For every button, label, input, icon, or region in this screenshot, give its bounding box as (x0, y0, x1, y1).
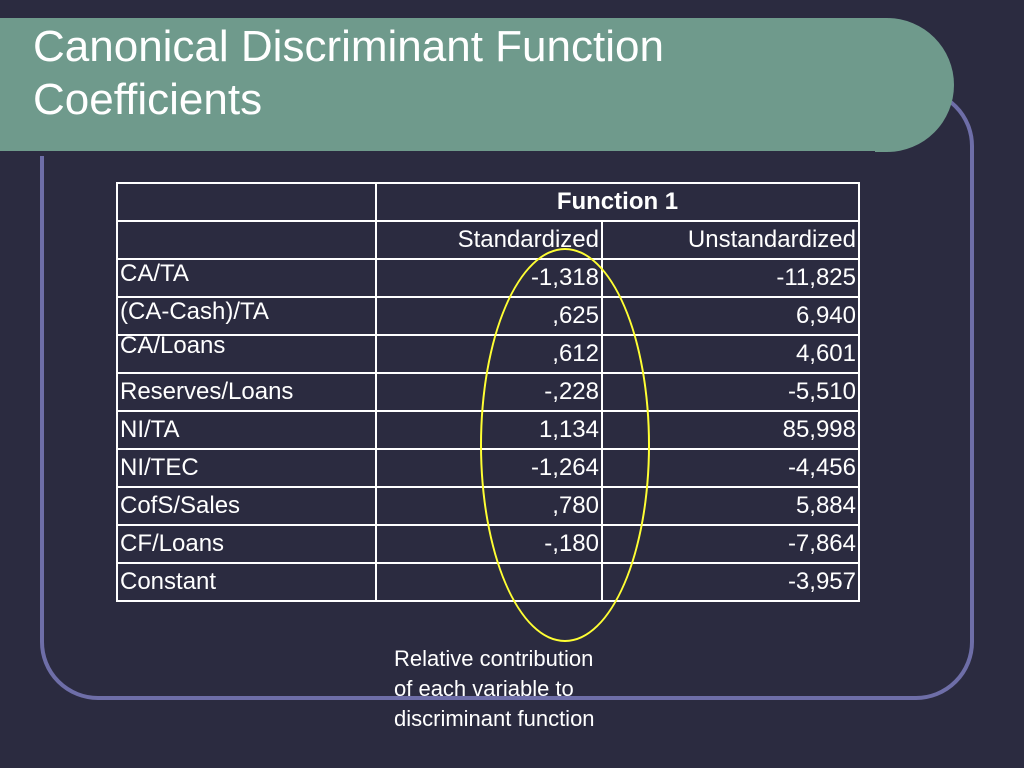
row-label: CF/Loans (116, 524, 377, 564)
standardized-value: ,612 (375, 334, 603, 374)
table-row: Reserves/Loans -,228 -5,510 (116, 372, 860, 412)
standardized-value: -1,264 (375, 448, 603, 488)
standardized-value: ,625 (375, 296, 603, 336)
table-header-row-type: Standardized Unstandardized (116, 220, 860, 260)
annotation-line2: of each variable to (394, 676, 574, 701)
unstandardized-value: 85,998 (601, 410, 860, 450)
table-row: NI/TA 1,134 85,998 (116, 410, 860, 450)
row-label: NI/TEC (116, 448, 377, 488)
header-standardized: Standardized (375, 220, 603, 260)
table-row: CA/TA -1,318 -11,825 (116, 258, 860, 298)
coefficients-table-wrap: Function 1 Standardized Unstandardized C… (116, 182, 860, 602)
unstandardized-value: -3,957 (601, 562, 860, 602)
row-label: (CA-Cash)/TA (116, 296, 377, 336)
slide-title: Canonical Discriminant Function Coeffici… (33, 20, 893, 126)
slide-title-line2: Coefficients (33, 75, 263, 124)
table-row: Constant -3,957 (116, 562, 860, 602)
table-row: CofS/Sales ,780 5,884 (116, 486, 860, 526)
standardized-value (375, 562, 603, 602)
title-underline (0, 151, 875, 156)
unstandardized-value: -7,864 (601, 524, 860, 564)
standardized-value: -1,318 (375, 258, 603, 298)
annotation-line1: Relative contribution (394, 646, 594, 671)
title-banner (0, 18, 954, 156)
unstandardized-value: -11,825 (601, 258, 860, 298)
standardized-value: ,780 (375, 486, 603, 526)
row-label: CA/Loans (116, 334, 377, 374)
table-row: CA/Loans ,612 4,601 (116, 334, 860, 374)
header-empty-cell (116, 182, 377, 222)
row-label: Constant (116, 562, 377, 602)
header-function: Function 1 (375, 182, 860, 222)
unstandardized-value: -4,456 (601, 448, 860, 488)
unstandardized-value: -5,510 (601, 372, 860, 412)
row-label: Reserves/Loans (116, 372, 377, 412)
table-row: CF/Loans -,180 -7,864 (116, 524, 860, 564)
slide-title-line1: Canonical Discriminant Function (33, 22, 664, 71)
row-label: NI/TA (116, 410, 377, 450)
row-label: CA/TA (116, 258, 377, 298)
annotation-note: Relative contribution of each variable t… (394, 644, 654, 734)
coefficients-table: Function 1 Standardized Unstandardized C… (116, 182, 860, 602)
standardized-value: -,180 (375, 524, 603, 564)
table-row: (CA-Cash)/TA ,625 6,940 (116, 296, 860, 336)
standardized-value: 1,134 (375, 410, 603, 450)
table-header-row-function: Function 1 (116, 182, 860, 222)
unstandardized-value: 5,884 (601, 486, 860, 526)
unstandardized-value: 4,601 (601, 334, 860, 374)
unstandardized-value: 6,940 (601, 296, 860, 336)
annotation-line3: discriminant function (394, 706, 595, 731)
row-label: CofS/Sales (116, 486, 377, 526)
header-unstandardized: Unstandardized (601, 220, 860, 260)
header-empty-cell (116, 220, 377, 260)
standardized-value: -,228 (375, 372, 603, 412)
table-row: NI/TEC -1,264 -4,456 (116, 448, 860, 488)
